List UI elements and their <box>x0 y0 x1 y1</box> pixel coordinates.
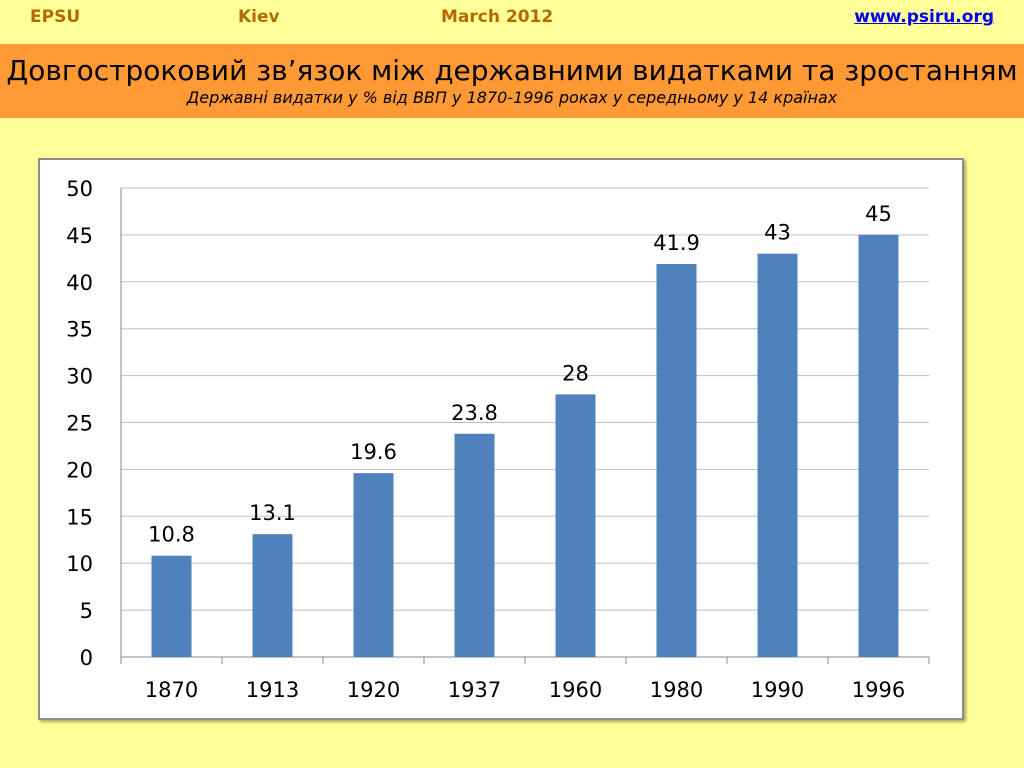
date-label: March 2012 <box>441 7 554 27</box>
bar <box>757 253 798 657</box>
y-tick-label: 20 <box>66 458 93 482</box>
bar <box>252 534 293 657</box>
data-label: 41.9 <box>653 231 700 255</box>
x-tick-label: 1960 <box>549 678 602 702</box>
bar <box>353 473 394 657</box>
slide-title: Довгостроковий зв’язок між державними ви… <box>6 54 1018 87</box>
chart-frame: 0 5 10 15 20 25 30 35 40 45 50 10.8 1870 13.1 1913 19.6… <box>38 158 964 720</box>
data-label: 19.6 <box>350 440 397 464</box>
x-tick-label: 1870 <box>145 678 198 702</box>
bar <box>454 433 495 657</box>
data-label: 43 <box>764 221 791 245</box>
bar <box>656 263 697 657</box>
bar <box>858 234 899 657</box>
top-bar: EPSU Kiev March 2012 www.psiru.org <box>0 0 1024 44</box>
website-link[interactable]: www.psiru.org <box>854 7 994 27</box>
y-tick-label: 35 <box>66 318 93 342</box>
x-tick-label: 1990 <box>751 678 804 702</box>
city-label: Kiev <box>238 7 280 27</box>
y-tick-label: 10 <box>66 552 93 576</box>
y-tick-label: 5 <box>80 599 93 623</box>
x-tick-label: 1913 <box>246 678 299 702</box>
y-tick-label: 40 <box>66 271 93 295</box>
data-label: 10.8 <box>148 523 195 547</box>
title-banner: Довгостроковий зв’язок між державними ви… <box>0 44 1024 118</box>
y-tick-label: 25 <box>66 412 93 436</box>
bar <box>555 394 596 657</box>
org-label: EPSU <box>30 7 81 27</box>
x-tick-label: 1937 <box>448 678 501 702</box>
bar <box>151 555 192 657</box>
x-tick-label: 1920 <box>347 678 400 702</box>
y-tick-label: 50 <box>66 177 93 201</box>
bar-chart: 0 5 10 15 20 25 30 35 40 45 50 10.8 1870 13.1 1913 19.6… <box>66 177 930 702</box>
slide-subtitle: Державні видатки у % від ВВП у 1870-1996… <box>186 88 838 107</box>
data-label: 23.8 <box>451 401 498 425</box>
x-tick-label: 1996 <box>852 678 905 702</box>
y-tick-label: 0 <box>80 646 93 670</box>
data-label: 45 <box>865 202 892 226</box>
data-label: 13.1 <box>249 501 296 525</box>
data-label: 28 <box>562 361 589 385</box>
x-tick-label: 1980 <box>650 678 703 702</box>
y-tick-label: 15 <box>66 505 93 529</box>
y-tick-label: 30 <box>66 365 93 389</box>
y-tick-label: 45 <box>66 224 93 248</box>
